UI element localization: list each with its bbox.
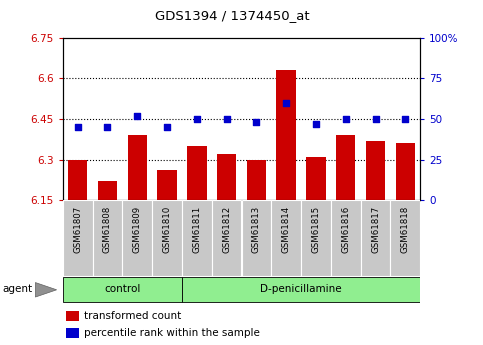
- Bar: [66, 310, 79, 321]
- Point: [372, 116, 380, 122]
- Bar: [301, 200, 331, 276]
- Bar: [396, 144, 415, 200]
- Point: [223, 116, 230, 122]
- Bar: [182, 200, 212, 276]
- Text: GSM61808: GSM61808: [103, 206, 112, 254]
- Bar: [242, 200, 271, 276]
- Bar: [306, 157, 326, 200]
- Text: agent: agent: [2, 284, 32, 294]
- Text: transformed count: transformed count: [84, 311, 182, 321]
- Bar: [212, 200, 242, 276]
- Point: [401, 116, 409, 122]
- Bar: [63, 277, 182, 302]
- Bar: [182, 277, 420, 302]
- Point: [193, 116, 201, 122]
- Text: GSM61807: GSM61807: [73, 206, 82, 254]
- Point: [133, 113, 141, 119]
- Bar: [157, 170, 177, 200]
- Bar: [122, 200, 152, 276]
- Bar: [336, 135, 355, 200]
- Text: GSM61809: GSM61809: [133, 206, 142, 253]
- Bar: [331, 200, 361, 276]
- Text: GSM61817: GSM61817: [371, 206, 380, 254]
- Point: [163, 125, 171, 130]
- Bar: [93, 200, 122, 276]
- Bar: [217, 154, 236, 200]
- Text: control: control: [104, 284, 141, 294]
- Text: percentile rank within the sample: percentile rank within the sample: [84, 328, 260, 338]
- Text: GSM61818: GSM61818: [401, 206, 410, 254]
- Bar: [66, 328, 79, 338]
- Bar: [128, 135, 147, 200]
- Bar: [247, 160, 266, 200]
- Text: GSM61811: GSM61811: [192, 206, 201, 254]
- Text: GDS1394 / 1374450_at: GDS1394 / 1374450_at: [155, 9, 309, 22]
- Text: GSM61813: GSM61813: [252, 206, 261, 254]
- Point: [312, 121, 320, 127]
- Bar: [98, 181, 117, 200]
- Bar: [361, 200, 390, 276]
- Text: GSM61814: GSM61814: [282, 206, 291, 254]
- Point: [104, 125, 112, 130]
- Bar: [187, 146, 207, 200]
- Polygon shape: [35, 283, 57, 297]
- Bar: [68, 160, 87, 200]
- Bar: [152, 200, 182, 276]
- Text: GSM61812: GSM61812: [222, 206, 231, 254]
- Bar: [63, 200, 93, 276]
- Point: [74, 125, 82, 130]
- Point: [253, 119, 260, 125]
- Bar: [390, 200, 420, 276]
- Text: D-penicillamine: D-penicillamine: [260, 284, 342, 294]
- Text: GSM61815: GSM61815: [312, 206, 320, 254]
- Bar: [271, 200, 301, 276]
- Text: GSM61810: GSM61810: [163, 206, 171, 254]
- Bar: [276, 70, 296, 200]
- Bar: [366, 141, 385, 200]
- Point: [282, 100, 290, 106]
- Text: GSM61816: GSM61816: [341, 206, 350, 254]
- Point: [342, 116, 350, 122]
